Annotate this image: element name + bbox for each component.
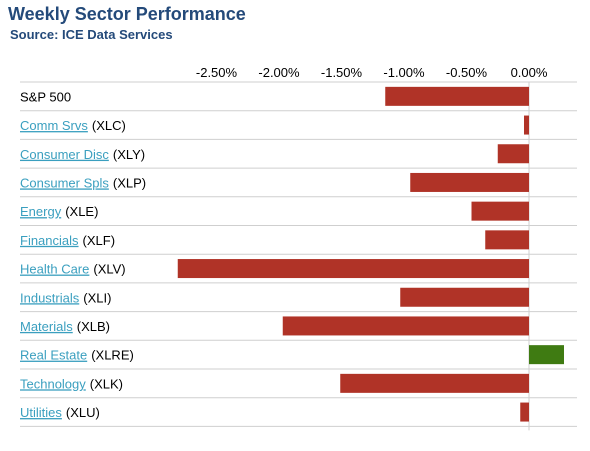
sector-ticker: (XLB) bbox=[77, 319, 110, 334]
sector-ticker: (XLF) bbox=[83, 233, 116, 248]
x-tick-label: -2.00% bbox=[258, 65, 300, 80]
chart-source: Source: ICE Data Services bbox=[10, 27, 173, 42]
row-label[interactable]: Consumer Spls (XLP) bbox=[20, 175, 146, 190]
sector-ticker: (XLU) bbox=[66, 405, 100, 420]
row-label[interactable]: Financials (XLF) bbox=[20, 233, 115, 248]
bar bbox=[410, 172, 529, 192]
x-tick-label: -1.00% bbox=[383, 65, 425, 80]
sector-ticker: (XLC) bbox=[92, 118, 126, 133]
row-label: S&P 500 bbox=[20, 89, 71, 104]
sector-link[interactable]: Health Care bbox=[20, 262, 89, 277]
sector-ticker: (XLK) bbox=[90, 376, 123, 391]
bar bbox=[524, 115, 529, 135]
x-tick-label: 0.00% bbox=[511, 65, 548, 80]
sector-link[interactable]: Energy bbox=[20, 204, 62, 219]
bar bbox=[282, 316, 529, 336]
sector-link[interactable]: Technology bbox=[20, 376, 86, 391]
sector-ticker: (XLI) bbox=[83, 290, 111, 305]
bar bbox=[529, 345, 564, 365]
row-label[interactable]: Technology (XLK) bbox=[20, 376, 123, 391]
sector-link[interactable]: Utilities bbox=[20, 405, 62, 420]
sector-link[interactable]: Real Estate bbox=[20, 348, 87, 363]
x-tick-label: -0.50% bbox=[446, 65, 488, 80]
sector-ticker: (XLP) bbox=[113, 175, 146, 190]
bar bbox=[400, 287, 529, 307]
sector-link[interactable]: Consumer Disc bbox=[20, 147, 109, 162]
sector-link[interactable]: Consumer Spls bbox=[20, 175, 109, 190]
sector-ticker: (XLE) bbox=[65, 204, 98, 219]
bar bbox=[177, 259, 529, 279]
bar bbox=[485, 230, 529, 250]
bar bbox=[471, 201, 529, 221]
row-label[interactable]: Industrials (XLI) bbox=[20, 290, 111, 305]
sector-link[interactable]: Comm Srvs bbox=[20, 118, 88, 133]
index-name: S&P 500 bbox=[20, 89, 71, 104]
row-label[interactable]: Utilities (XLU) bbox=[20, 405, 100, 420]
sector-ticker: (XLRE) bbox=[91, 348, 134, 363]
bar bbox=[497, 144, 529, 164]
sector-link[interactable]: Materials bbox=[20, 319, 73, 334]
row-label[interactable]: Comm Srvs (XLC) bbox=[20, 118, 126, 133]
row-label[interactable]: Energy (XLE) bbox=[20, 204, 98, 219]
bar bbox=[520, 402, 529, 422]
row-label[interactable]: Materials (XLB) bbox=[20, 319, 110, 334]
row-label[interactable]: Consumer Disc (XLY) bbox=[20, 147, 145, 162]
bar bbox=[385, 86, 529, 106]
sector-link[interactable]: Financials bbox=[20, 233, 79, 248]
sector-ticker: (XLV) bbox=[93, 262, 125, 277]
row-label[interactable]: Real Estate (XLRE) bbox=[20, 348, 134, 363]
x-tick-label: -1.50% bbox=[321, 65, 363, 80]
chart-title: Weekly Sector Performance bbox=[8, 4, 246, 24]
row-label[interactable]: Health Care (XLV) bbox=[20, 262, 126, 277]
sector-ticker: (XLY) bbox=[113, 147, 145, 162]
sector-link[interactable]: Industrials bbox=[20, 290, 80, 305]
bar bbox=[340, 373, 529, 393]
x-tick-label: -2.50% bbox=[196, 65, 238, 80]
